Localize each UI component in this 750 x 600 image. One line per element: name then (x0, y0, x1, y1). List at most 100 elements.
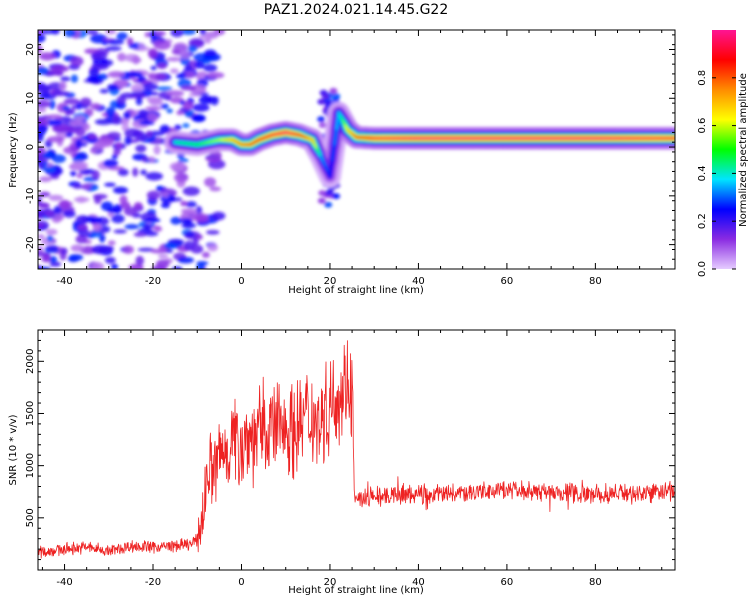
spectrogram-noise-cell (107, 83, 119, 91)
spectrogram-noise-cell (162, 193, 170, 198)
spectrogram-noise-cell (180, 30, 197, 35)
spectrogram-noise-cell (38, 66, 49, 75)
spectrogram-noise-cell (38, 44, 43, 54)
spectrogram-noise-cell (206, 71, 225, 79)
spectrogram-noise-cell (187, 45, 198, 52)
snr-x-axis-label: Height of straight line (km) (288, 585, 424, 596)
snr-x-ticks: -40 -20 0 20 40 60 80 (41, 330, 663, 588)
spectrogram-noise-cell (38, 202, 50, 209)
spectrogram-x-tick-label: 40 (412, 276, 425, 287)
spectrogram-noise-cell (79, 97, 92, 108)
spectrogram-noise-cell (38, 162, 45, 170)
spectrogram-noise-cell (332, 193, 341, 200)
spectrogram-noise-cell (132, 55, 140, 65)
spectrogram-noise-cell (90, 230, 102, 238)
spectrogram-noise-cell (160, 202, 171, 209)
spectrogram-noise-cell (48, 194, 64, 201)
spectrogram-x-tick-label: -40 (56, 276, 72, 287)
spectrogram-ridge-segment (311, 138, 316, 145)
spectrogram-y-ticks: -20 -10 0 10 20 (25, 34, 675, 270)
spectrogram-noise-cell (49, 99, 56, 110)
spectrogram-noise-cell (160, 103, 169, 110)
spectrogram-noise-cell (45, 210, 55, 218)
spectrogram-noise-cell (210, 96, 219, 106)
snr-y-tick-label: 1500 (25, 401, 36, 426)
spectrogram-noise-cell (51, 154, 66, 163)
spectrogram-noise-cell (146, 190, 161, 200)
spectrogram-noise-cell (87, 134, 98, 140)
colorbar-tick-label: 0.6 (697, 118, 708, 134)
spectrogram-noise-cell (97, 73, 109, 80)
spectrogram-ridge-segment (340, 116, 345, 123)
spectrogram-noise-cell (52, 124, 70, 133)
spectrogram-ridge-segment (320, 156, 325, 163)
spectrogram-noise-cell (133, 201, 143, 210)
spectrogram-noise-cell (93, 141, 106, 150)
spectrogram-noise-cell (53, 205, 62, 214)
spectrogram-noise-cell (203, 64, 218, 72)
spectrogram-noise-cell (62, 210, 76, 218)
spectrogram-noise-cell (59, 81, 67, 91)
spectrogram-ridge-segment (333, 127, 338, 146)
spectrogram-heatmap (38, 30, 675, 269)
snr-x-tick-label: 20 (324, 577, 337, 588)
spectrogram-noise-cell (38, 132, 44, 139)
spectrogram-x-axis-label: Height of straight line (km) (288, 285, 424, 296)
spectrogram-x-ticks: -40 -20 0 20 40 60 80 (41, 30, 663, 287)
spectrogram-noise-cell (205, 229, 220, 235)
spectrogram-noise-cell (47, 114, 62, 119)
spectrogram-x-tick-label: 80 (589, 276, 602, 287)
spectrogram-noise-cell (179, 57, 190, 66)
spectrogram-noise-cell (38, 52, 56, 61)
spectrogram-noise-cell (100, 201, 114, 212)
spectrogram-noise-cell (70, 160, 89, 171)
spectrogram-noise-cell (38, 222, 45, 228)
spectrogram-noise-cell (158, 253, 169, 259)
spectrogram-noise-cell (132, 130, 145, 137)
spectrogram-noise-cell (144, 217, 161, 223)
spectrogram-noise-cell (113, 148, 121, 156)
spectrogram-noise-cell (60, 247, 68, 255)
spectrogram-noise-cell (142, 223, 152, 231)
spectrogram-noise-cell (135, 144, 147, 153)
spectrogram-noise-cell (91, 51, 108, 60)
spectrogram-noise-cell (207, 243, 219, 252)
spectrogram-noise-cell (170, 30, 184, 38)
spectrogram-noise-cell (70, 170, 77, 177)
spectrogram-noise-cell (156, 62, 168, 69)
spectrogram-noise-cell (46, 235, 54, 242)
spectrogram-noise-cell (317, 197, 326, 204)
snr-x-tick-label: -20 (145, 577, 161, 588)
spectrogram-noise-cell (332, 93, 341, 100)
spectrogram-noise-cell (92, 223, 102, 232)
spectrogram-noise-cell (38, 266, 51, 269)
spectrogram-noise-cell (69, 120, 85, 127)
spectrogram-noise-cell (45, 167, 56, 172)
spectrogram-noise-cell (138, 120, 155, 126)
spectrogram-noise-cell (51, 90, 70, 97)
spectrogram-noise-cell (38, 146, 46, 156)
spectrogram-noise-cell (123, 111, 131, 120)
spectrogram-noise-cell (119, 195, 128, 205)
spectrogram-noise-cell (144, 31, 151, 38)
snr-y-ticks: 500 1000 1500 2000 (25, 339, 675, 561)
spectrogram-noise-cell (122, 245, 134, 254)
spectrogram-noise-cell (154, 30, 167, 37)
spectrogram-noise-cell (145, 106, 162, 111)
spectrogram-noise-cell (45, 244, 59, 253)
spectrogram-noise-cell (38, 196, 42, 204)
spectrogram-ridge-segment (313, 143, 318, 150)
spectrogram-noise-cell (94, 118, 113, 125)
spectrogram-noise-cell (38, 234, 45, 239)
spectrogram-noise-cell (174, 124, 182, 131)
spectrogram-noise-cell (107, 39, 125, 45)
spectrogram-noise-cell (75, 138, 83, 149)
spectrogram-noise-cell (177, 256, 195, 264)
spectrogram-noise-cell (135, 96, 143, 106)
spectrogram-y-tick-label: 0 (25, 144, 36, 150)
spectrogram-ridge-segment (342, 120, 347, 127)
spectrogram-noise-cell (138, 109, 149, 118)
spectrogram-noise-cell (117, 52, 126, 62)
spectrogram-ridge-segment (344, 124, 349, 131)
spectrogram-noise-cell (42, 254, 51, 262)
